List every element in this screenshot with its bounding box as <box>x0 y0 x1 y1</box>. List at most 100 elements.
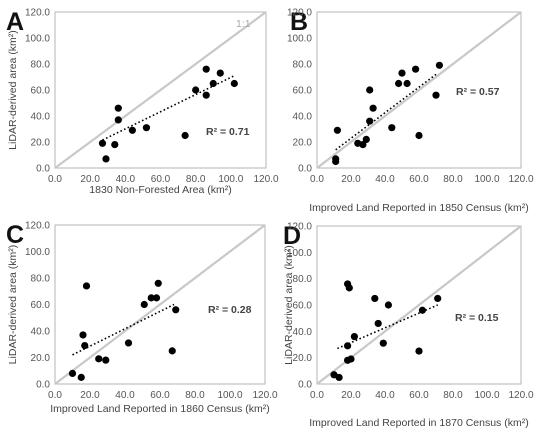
data-point <box>366 117 374 125</box>
data-point <box>114 104 122 112</box>
y-tick-label: 0.0 <box>36 164 50 175</box>
data-point <box>68 369 77 377</box>
x-axis-label: Improved Land Reported in 1870 Census (k… <box>309 417 528 429</box>
y-tick-label: 40.0 <box>293 327 313 338</box>
x-tick-label: 20.0 <box>80 390 100 401</box>
trendline <box>72 303 175 356</box>
trendline <box>335 73 437 151</box>
data-point <box>362 135 370 143</box>
x-tick-label: 20.0 <box>341 390 361 401</box>
data-point <box>216 69 224 77</box>
x-tick-label: 0.0 <box>48 174 62 185</box>
y-tick-label: 20.0 <box>293 353 313 364</box>
y-tick-label: 80.0 <box>31 274 51 285</box>
data-point <box>333 126 341 134</box>
data-point <box>140 300 148 309</box>
x-tick-label: 120.0 <box>253 174 278 185</box>
r-squared-label: R² = 0.15 <box>455 312 499 324</box>
data-point <box>82 282 91 290</box>
data-point <box>366 86 374 94</box>
data-point <box>102 155 110 163</box>
x-tick-label: 60.0 <box>409 174 429 185</box>
x-tick-label: 80.0 <box>443 390 463 401</box>
y-tick-label: 120.0 <box>287 8 312 19</box>
x-tick-label: 80.0 <box>186 174 206 185</box>
y-tick-label: 60.0 <box>293 301 313 312</box>
x-tick-label: 100.0 <box>217 390 242 401</box>
x-tick-label: 60.0 <box>151 174 171 185</box>
x-tick-label: 100.0 <box>218 174 243 185</box>
data-point <box>398 69 406 77</box>
data-point <box>434 294 442 303</box>
plot-frame <box>316 225 522 385</box>
y-tick-label: 100.0 <box>287 248 312 259</box>
data-point <box>172 306 180 314</box>
x-axis-label: Improved Land Reported in 1850 Census (k… <box>309 202 528 214</box>
x-tick-label: 20.0 <box>341 174 361 185</box>
x-tick-label: 40.0 <box>115 390 135 401</box>
x-tick-label: 60.0 <box>150 390 170 401</box>
data-point <box>79 331 87 339</box>
data-point <box>95 355 103 363</box>
data-point <box>350 333 358 341</box>
plot-frame <box>54 11 267 169</box>
data-point <box>147 294 155 302</box>
r-squared-label: R² = 0.71 <box>206 126 250 138</box>
data-point <box>102 356 110 364</box>
x-tick-label: 0.0 <box>48 390 62 401</box>
plot-frame <box>54 224 266 385</box>
identity-line <box>316 11 522 169</box>
y-tick-label: 80.0 <box>293 274 313 285</box>
plot-frame <box>316 11 522 169</box>
y-tick-label: 0.0 <box>36 380 50 391</box>
y-tick-label: 100.0 <box>287 34 312 45</box>
x-tick-label: 20.0 <box>80 174 100 185</box>
data-point <box>209 79 217 88</box>
data-point <box>202 91 210 99</box>
data-point <box>181 131 189 140</box>
x-tick-label: 0.0 <box>310 174 324 185</box>
r-squared-label: R² = 0.28 <box>208 304 252 316</box>
data-point <box>168 347 176 355</box>
panel-letter: B <box>290 8 308 36</box>
y-axis-label: LiDAR-derived area (km²) <box>7 245 19 365</box>
y-tick-label: 40.0 <box>31 327 51 338</box>
panel-c: C 0.0 20.0 40.0 60.0 80.0 100.0 120.0 0.0 20.0 40.… <box>6 221 278 416</box>
y-tick-label: 0.0 <box>298 380 312 391</box>
data-point <box>335 373 343 382</box>
r-squared-label: R² = 0.57 <box>456 86 500 98</box>
x-tick-label: 60.0 <box>409 390 429 401</box>
data-point <box>345 284 353 292</box>
data-point <box>369 104 377 112</box>
data-point <box>192 86 200 94</box>
data-point <box>374 319 382 328</box>
panel-b: B 0.0 20.0 40.0 60.0 80.0 100.0 120.0 0.0 20.0 40.… <box>287 8 534 215</box>
y-tick-label: 120.0 <box>287 222 312 233</box>
data-point <box>412 65 420 73</box>
y-axis-label: LiDAR-derived area (km²) <box>7 30 19 150</box>
data-point <box>202 65 210 73</box>
panel-d: D 0.0 20.0 40.0 60.0 80.0 100.0 120.0 0.0 20.0 40.… <box>283 222 534 430</box>
data-point <box>384 301 392 309</box>
x-tick-label: 100.0 <box>474 390 499 401</box>
data-point <box>332 157 340 166</box>
x-tick-label: 80.0 <box>443 174 463 185</box>
data-point <box>415 131 423 140</box>
identity-line <box>54 11 267 169</box>
y-tick-label: 0.0 <box>298 164 312 175</box>
x-tick-label: 40.0 <box>375 174 395 185</box>
data-point <box>152 294 161 302</box>
y-tick-label: 20.0 <box>31 138 51 149</box>
x-tick-label: 80.0 <box>185 390 205 401</box>
data-point <box>77 373 85 381</box>
data-point <box>418 306 426 314</box>
data-point <box>154 279 162 287</box>
x-tick-label: 40.0 <box>116 174 136 185</box>
data-point <box>435 61 443 69</box>
y-axis-label: LiDAR-derived area (km²) <box>283 245 295 365</box>
data-point <box>98 139 107 147</box>
y-tick-label: 60.0 <box>293 86 313 97</box>
data-point <box>415 347 423 355</box>
x-tick-label: 0.0 <box>310 390 324 401</box>
